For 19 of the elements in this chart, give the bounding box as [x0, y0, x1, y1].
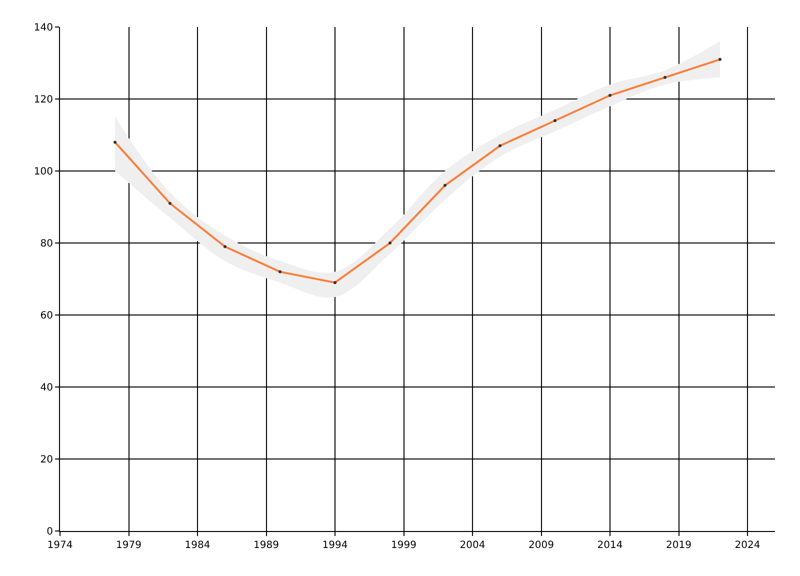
x-tick-label: 2004: [460, 540, 486, 551]
x-tick-label: 2014: [597, 540, 623, 551]
x-tick-label: 1974: [47, 540, 73, 551]
y-tick-label: 140: [34, 22, 53, 34]
x-tick-label: 2009: [528, 540, 554, 551]
x-tick-label: 1994: [322, 540, 348, 551]
y-tick-label: 40: [40, 382, 53, 394]
y-tick-label: 100: [34, 166, 53, 178]
y-tick-label: 80: [40, 238, 53, 250]
x-tick-label: 1984: [184, 540, 210, 551]
x-tick-label: 1989: [254, 540, 279, 551]
y-tick-label: 20: [40, 454, 53, 466]
y-tick-label: 0: [46, 526, 53, 538]
x-tick-label: 1999: [391, 540, 416, 551]
y-tick-label: 120: [34, 94, 53, 106]
x-tick-label: 2024: [734, 540, 760, 551]
y-tick-label: 60: [40, 310, 53, 322]
x-tick-label: 1979: [116, 540, 142, 551]
x-tick-label: 2019: [666, 540, 692, 551]
